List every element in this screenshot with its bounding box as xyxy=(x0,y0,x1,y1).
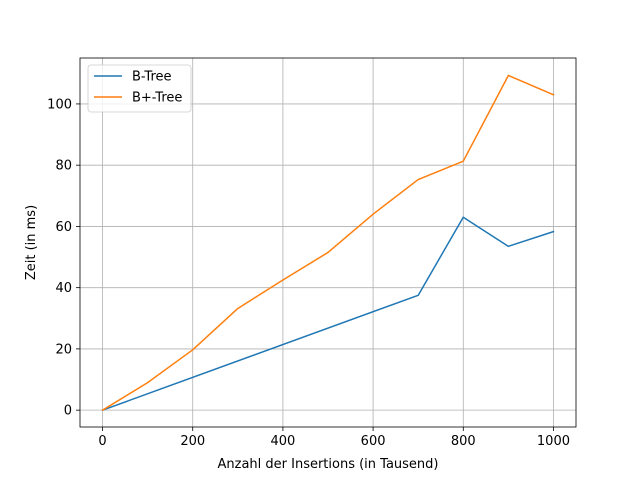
series-line-b-plus-tree xyxy=(101,74,555,412)
x-tick-label: 600 xyxy=(361,434,386,449)
y-axis-label: Zeit (in ms) xyxy=(24,205,39,280)
x-tick-label: 1000 xyxy=(537,434,570,449)
legend: B-Tree B+-Tree xyxy=(87,64,192,113)
y-tick-label: 100 xyxy=(47,97,72,112)
x-axis-label: Anzahl der Insertions (in Tausend) xyxy=(217,457,438,472)
x-tick-label: 0 xyxy=(98,434,106,449)
y-tick-label: 0 xyxy=(64,404,72,419)
y-tick-label: 80 xyxy=(55,159,72,174)
y-tick-label: 40 xyxy=(55,281,72,296)
x-tick-label: 800 xyxy=(451,434,476,449)
series-line-b-tree xyxy=(101,216,555,412)
plot-frame xyxy=(79,57,577,428)
legend-label-b-plus-tree: B+-Tree xyxy=(132,91,182,106)
x-tick-label: 200 xyxy=(180,434,205,449)
y-tick-label: 20 xyxy=(55,342,72,357)
series-lines xyxy=(101,74,555,412)
legend-label-b-tree: B-Tree xyxy=(132,70,172,85)
y-tick-label: 60 xyxy=(55,220,72,235)
ticks: 0 200 400 600 800 1000 0 20 40 60 80 100 xyxy=(47,97,570,449)
grid xyxy=(80,58,576,427)
x-tick-label: 400 xyxy=(270,434,295,449)
